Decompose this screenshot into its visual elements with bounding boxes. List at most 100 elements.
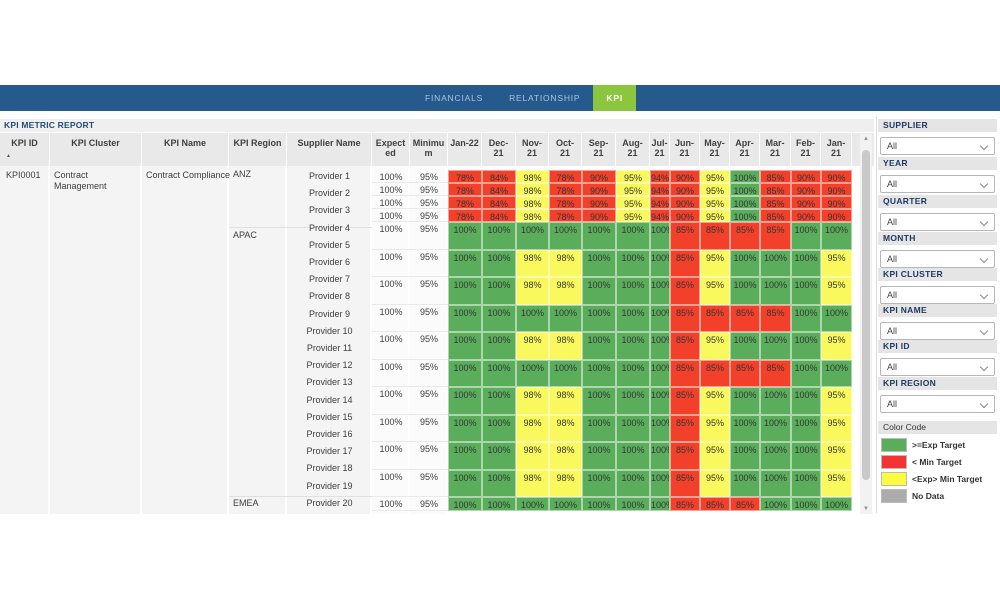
tab-kpi[interactable]: KPI: [593, 85, 636, 111]
minimum-cell: 95%: [410, 183, 448, 196]
kpi-value-cell: 90%: [670, 209, 700, 222]
filter-dropdown-year[interactable]: All: [880, 175, 995, 193]
kpi-cluster-value: Contract Management: [54, 170, 107, 191]
filter-header-kpi-id: KPI ID: [878, 340, 997, 353]
column-header-expected[interactable]: Expected: [372, 133, 410, 166]
tab-financials[interactable]: FINANCIALS: [425, 93, 484, 103]
kpi-value-cell: 100%: [482, 442, 516, 470]
filter-dropdown-supplier[interactable]: All: [880, 137, 995, 155]
filter-dropdown-quarter[interactable]: All: [880, 213, 995, 231]
scroll-up-icon[interactable]: ▲: [863, 136, 869, 142]
kpi-value-cell: 100%: [482, 414, 516, 442]
column-header-supplier-name[interactable]: Supplier Name: [287, 133, 372, 166]
kpi-value-cell: 100%: [616, 222, 650, 250]
minimum-cell: 95%: [410, 442, 448, 470]
filter-value-supplier: All: [887, 141, 898, 151]
kpi-value-cell: 100%: [482, 469, 516, 497]
kpi-value-cell: 100%: [549, 359, 582, 387]
kpi-value-cell: 98%: [549, 414, 582, 442]
filter-dropdown-kpi-region[interactable]: All: [880, 395, 995, 413]
filter-dropdown-kpi-name[interactable]: All: [880, 322, 995, 340]
vertical-scrollbar[interactable]: ▲ ▼: [860, 134, 872, 514]
legend-title: Color Code: [878, 421, 997, 434]
kpi-value-cell: 100%: [760, 442, 791, 470]
expected-cell: 100%: [372, 222, 410, 250]
kpi-value-cell: 98%: [549, 469, 582, 497]
column-header-minimum[interactable]: Minimum: [410, 133, 448, 166]
kpi-value-cell: 85%: [670, 222, 700, 250]
kpi-value-cell: 98%: [516, 249, 549, 277]
kpi-value-cell: 100%: [448, 304, 482, 332]
kpi-value-cell: 98%: [516, 277, 549, 305]
top-nav-bar: FINANCIALS RELATIONSHIP KPI: [0, 85, 1000, 111]
month-header-jun-21[interactable]: Jun- 21: [670, 133, 700, 166]
scrollbar-thumb[interactable]: [862, 150, 870, 480]
supplier-provider-8: Provider 8: [308, 291, 351, 302]
month-header-dec-21[interactable]: Dec- 21: [482, 133, 516, 166]
column-header-kpi-region[interactable]: KPI Region: [229, 133, 287, 166]
report-title: KPI METRIC REPORT: [4, 120, 95, 130]
expected-column: [372, 166, 410, 514]
kpi-value-cell: 95%: [616, 183, 650, 196]
kpi-value-cell: 95%: [700, 277, 730, 305]
kpi-value-cell: 78%: [549, 170, 582, 183]
month-header-jan-22[interactable]: Jan-22: [448, 133, 482, 166]
legend-label: <Exp> Min Target: [912, 474, 983, 484]
kpi-value-cell: 100%: [448, 469, 482, 497]
kpi-value-cell: 100%: [791, 304, 821, 332]
kpi-value-cell: 94%: [650, 209, 670, 222]
month-header-jan-21[interactable]: Jan- 21: [821, 133, 852, 166]
kpi-value-cell: 85%: [760, 183, 791, 196]
kpi-value-cell: 100%: [516, 497, 549, 511]
expected-cell: 100%: [372, 387, 410, 415]
filter-dropdown-kpi-cluster[interactable]: All: [880, 286, 995, 304]
month-header-jul-21[interactable]: Jul- 21: [650, 133, 670, 166]
tab-relationship[interactable]: RELATIONSHIP: [509, 93, 581, 103]
month-header-aug-21[interactable]: Aug- 21: [616, 133, 650, 166]
expected-cell: 100%: [372, 170, 410, 183]
kpi-value-cell: 100%: [616, 359, 650, 387]
column-header-kpi-id[interactable]: KPI ID ▲: [0, 133, 50, 166]
kpi-value-cell: 100%: [516, 304, 549, 332]
kpi-value-cell: 95%: [821, 414, 852, 442]
kpi-value-cell: 85%: [670, 359, 700, 387]
filter-dropdown-kpi-id[interactable]: All: [880, 358, 995, 376]
minimum-cell: 95%: [410, 470, 448, 497]
kpi-value-cell: 95%: [700, 170, 730, 183]
scroll-down-icon[interactable]: ▼: [863, 506, 869, 512]
filter-header-quarter: QUARTER: [878, 195, 997, 208]
minimum-column: [410, 166, 448, 514]
month-header-nov-21[interactable]: Nov- 21: [516, 133, 549, 166]
supplier-provider-16: Provider 16: [306, 429, 353, 439]
filter-dropdown-month[interactable]: All: [880, 250, 995, 268]
kpi-value-cell: 100%: [730, 196, 760, 209]
kpi-value-cell: 78%: [549, 209, 582, 222]
kpi-value-cell: 100%: [516, 359, 549, 387]
month-header-may-21[interactable]: May- 21: [700, 133, 730, 166]
kpi-value-cell: 85%: [670, 332, 700, 360]
column-header-kpi-cluster[interactable]: KPI Cluster: [50, 133, 142, 166]
month-header-apr-21[interactable]: Apr- 21: [730, 133, 760, 166]
filter-header-supplier: SUPPLIER: [878, 119, 997, 132]
kpi-value-cell: 100%: [650, 469, 670, 497]
sort-ascending-icon[interactable]: ▲: [6, 153, 11, 159]
kpi-value-cell: 94%: [650, 170, 670, 183]
kpi-value-cell: 100%: [730, 170, 760, 183]
kpi-value-cell: 85%: [760, 359, 791, 387]
legend-swatch-min-target: [881, 455, 907, 469]
kpi-value-cell: 100%: [616, 249, 650, 277]
month-header-mar-21[interactable]: Mar- 21: [760, 133, 791, 166]
region-separator: [229, 227, 372, 228]
month-header-feb-21[interactable]: Feb- 21: [791, 133, 821, 166]
kpi-value-cell: 100%: [482, 332, 516, 360]
filter-header-month: MONTH: [878, 232, 997, 245]
month-header-sep-21[interactable]: Sep- 21: [582, 133, 616, 166]
kpi-value-cell: 100%: [760, 469, 791, 497]
kpi-value-cell: 100%: [582, 304, 616, 332]
month-header-oct-21[interactable]: Oct- 21: [549, 133, 582, 166]
kpi-value-cell: 100%: [791, 249, 821, 277]
column-header-kpi-name[interactable]: KPI Name: [142, 133, 229, 166]
legend-swatch-exp-target: [881, 438, 907, 452]
kpi-value-cell: 78%: [448, 209, 482, 222]
kpi-value-cell: 100%: [650, 442, 670, 470]
